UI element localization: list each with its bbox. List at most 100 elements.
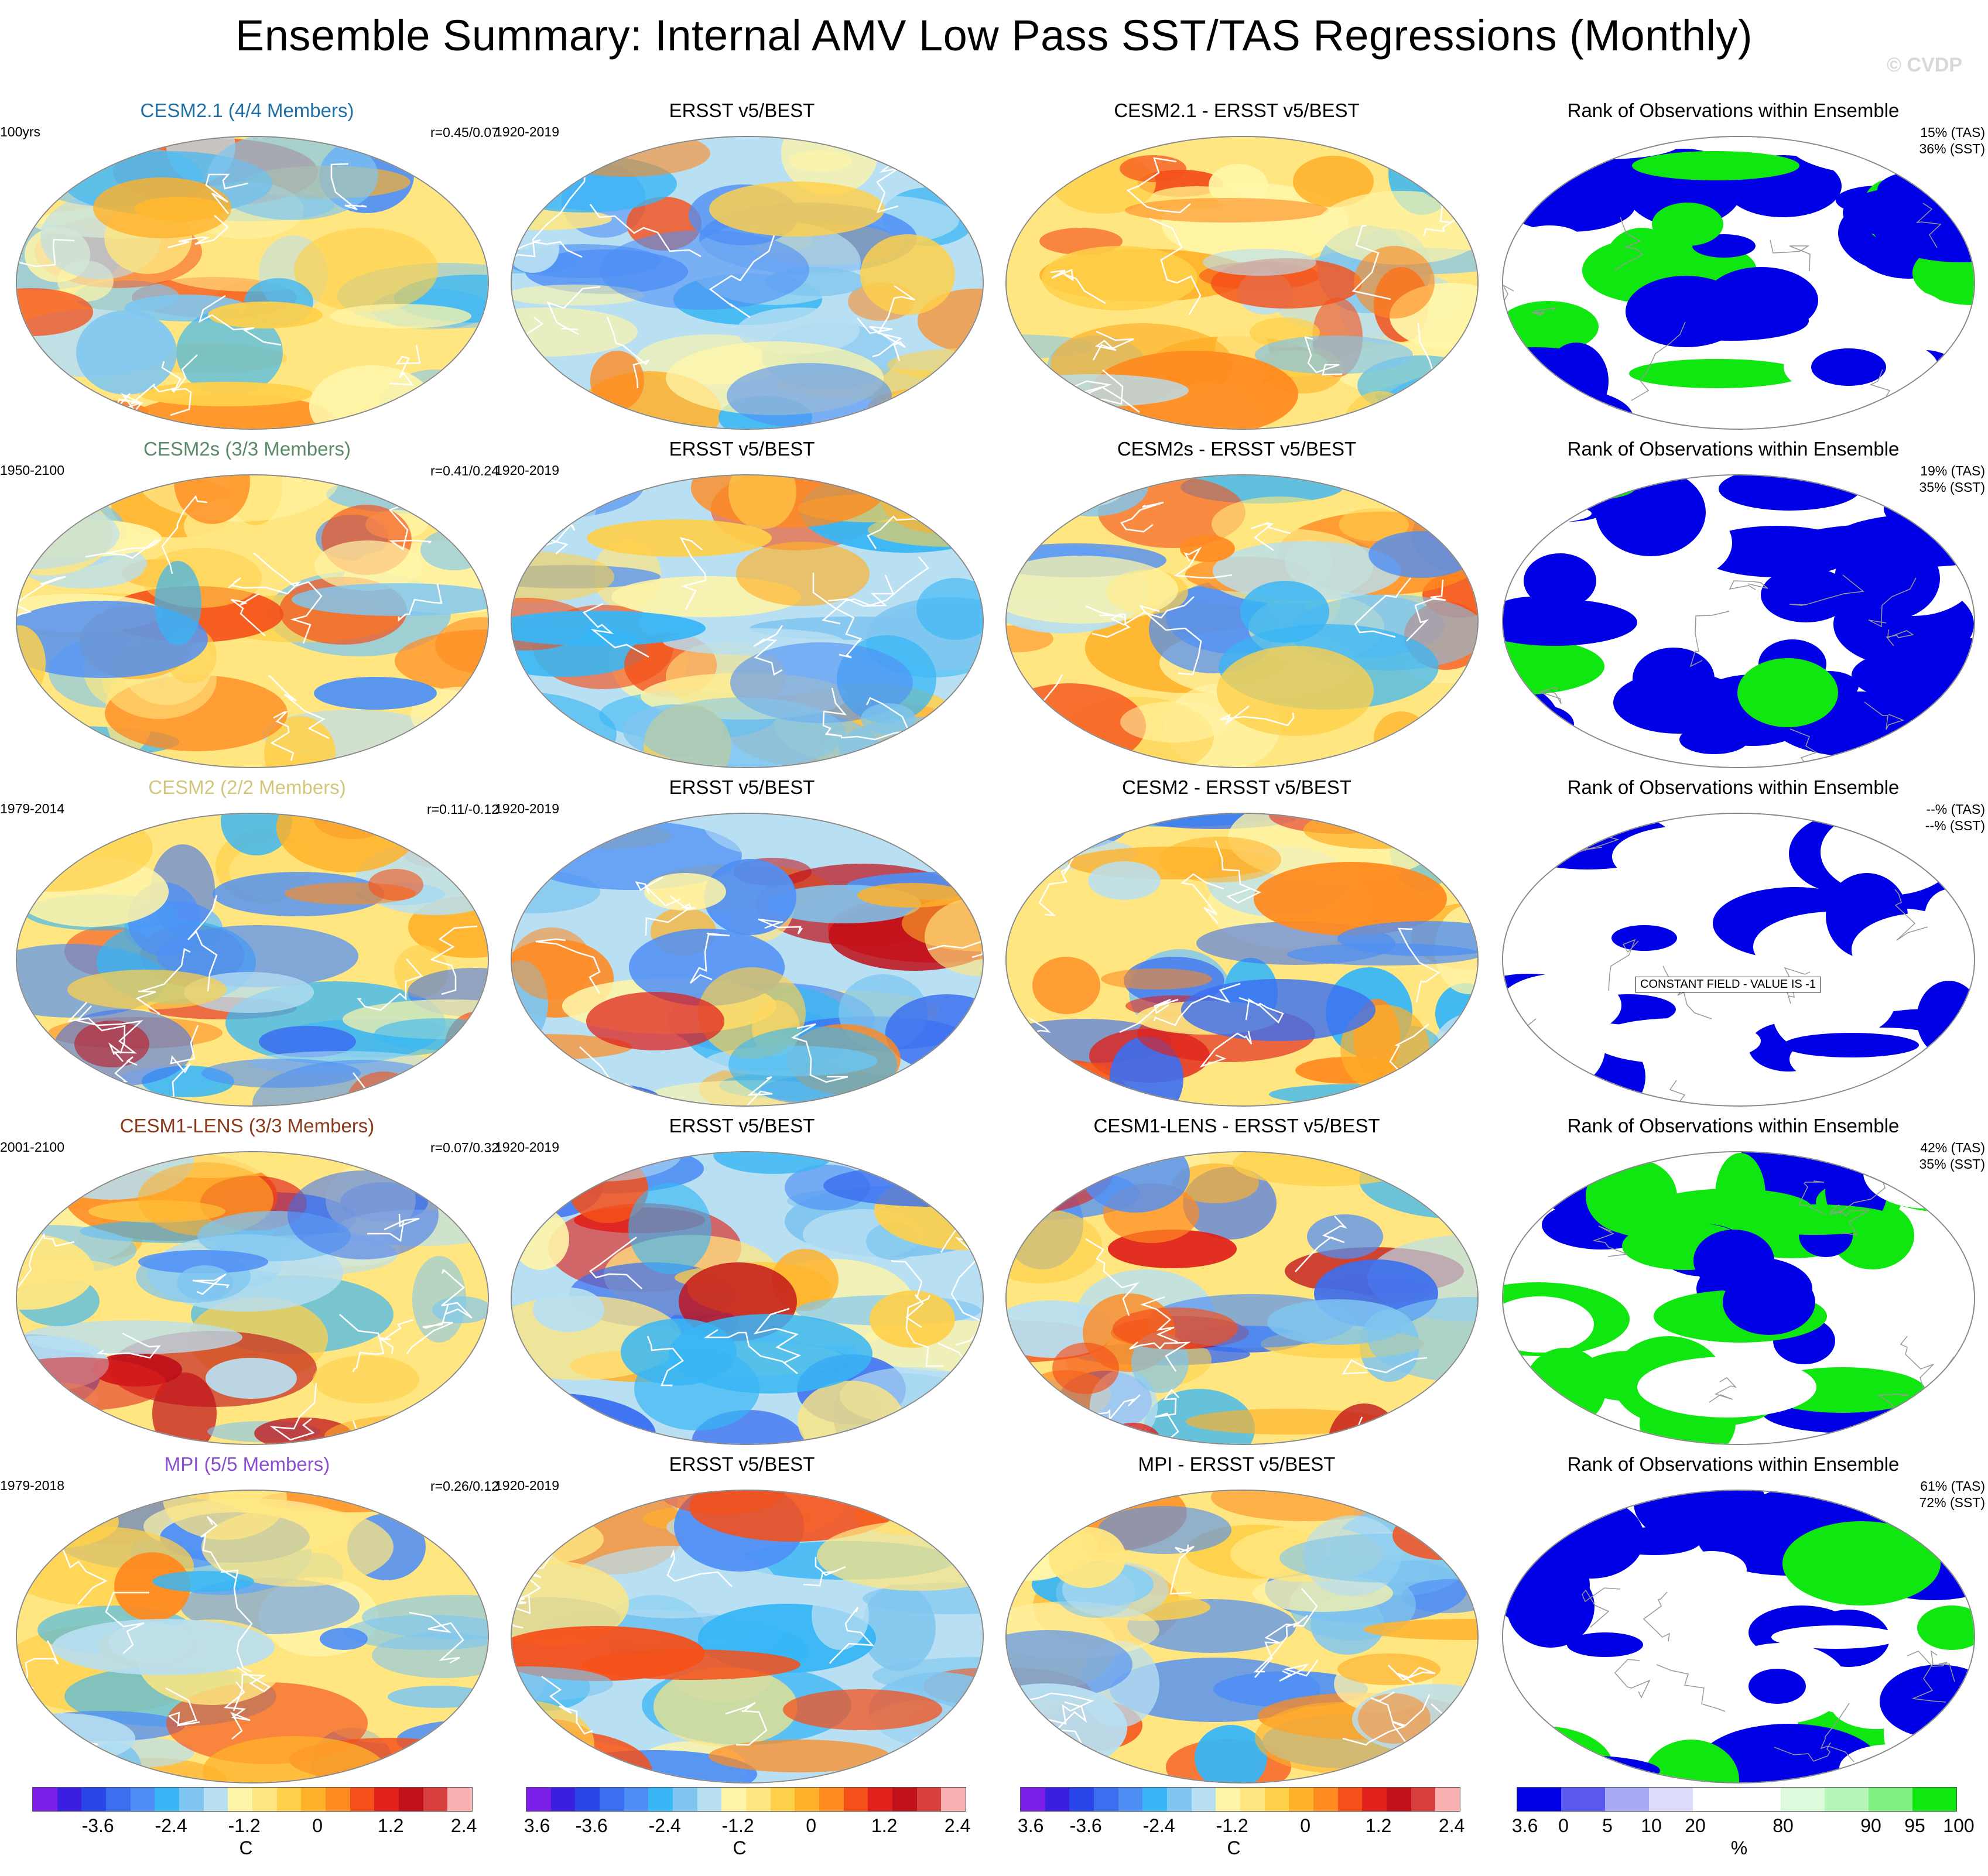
colorbar-tick-label: 0 [312, 1815, 323, 1836]
model-map [16, 136, 489, 430]
temp-colorbar-swatch [550, 1788, 576, 1811]
temp-colorbar-diff [1020, 1787, 1460, 1812]
temp-colorbar-swatch [1142, 1788, 1167, 1811]
temp-colorbar-swatch [1191, 1788, 1216, 1811]
temp-colorbar-swatch [892, 1788, 917, 1811]
rank-colorbar-swatch [1781, 1788, 1825, 1811]
temp-colorbar-swatch [599, 1788, 624, 1811]
temp-colorbar-swatch [697, 1788, 722, 1811]
obs-map [511, 136, 984, 430]
model-panel-title: CESM1-LENS (3/3 Members) [119, 1115, 375, 1136]
temp-colorbar-swatch [423, 1788, 448, 1811]
obs-panel-title: ERSST v5/BEST [669, 1453, 815, 1475]
temp-colorbar-swatch [1045, 1788, 1070, 1811]
temp-colorbar-swatch [1386, 1788, 1411, 1811]
panel-obs-row4: ERSST v5/BEST 1920-2019 [495, 1115, 984, 1453]
colorbar-tick-label: 3.6 [1017, 1815, 1044, 1836]
temp-colorbar-swatch [1166, 1788, 1192, 1811]
temp-colorbar-swatch [1313, 1788, 1338, 1811]
panel-rank-row4: Rank of Observations within Ensemble 42% … [1493, 1115, 1985, 1453]
temp-colorbar-swatch [350, 1788, 375, 1811]
temp-colorbar-swatch [57, 1788, 82, 1811]
obs-panel-title: ERSST v5/BEST [669, 1115, 815, 1136]
temp-colorbar-swatch [105, 1788, 131, 1811]
panel-rank-row2: Rank of Observations within Ensemble 19% … [1493, 438, 1985, 776]
temp-colorbar-swatch [721, 1788, 746, 1811]
temp-colorbar-swatch [1216, 1788, 1240, 1811]
colorbar-tick-label: 2.4 [1438, 1815, 1465, 1836]
colorbar-tick-label: -1.2 [228, 1815, 261, 1836]
temp-colorbar-swatch [941, 1788, 966, 1811]
diff-panel-title: CESM2.1 - ERSST v5/BEST [1114, 100, 1360, 121]
model-panel-title: CESM2s (3/3 Members) [143, 438, 351, 460]
obs-panel-title: ERSST v5/BEST [669, 776, 815, 798]
colorbar-tick-label: 0 [806, 1815, 817, 1836]
temp-colorbar-swatch [1435, 1788, 1460, 1811]
colorbar-unit: C [239, 1837, 253, 1858]
temp-colorbar-swatch [526, 1788, 551, 1811]
obs-panel-title: ERSST v5/BEST [669, 100, 815, 121]
diff-map [1005, 813, 1479, 1107]
colorbar-tick-label: 10 [1641, 1815, 1662, 1836]
temp-colorbar-swatch [276, 1788, 302, 1811]
panel-obs-row1: ERSST v5/BEST 1920-2019 [495, 100, 984, 438]
rank-panel-title: Rank of Observations within Ensemble [1567, 100, 1900, 121]
colorbar-unit: % [1730, 1837, 1748, 1858]
temp-colorbar-swatch [325, 1788, 350, 1811]
temp-colorbar-swatch [575, 1788, 600, 1811]
model-panel-title: CESM2.1 (4/4 Members) [140, 100, 354, 121]
colorbar-tick-label: 0 [1558, 1815, 1569, 1836]
diff-panel-title: CESM1-LENS - ERSST v5/BEST [1093, 1115, 1380, 1136]
temp-colorbar-swatch [1289, 1788, 1313, 1811]
rank-colorbar-swatch [1912, 1788, 1956, 1811]
temp-colorbar-swatch [843, 1788, 868, 1811]
panel-model-row4: CESM1-LENS (3/3 Members) 2001-2100 r=0.07/… [0, 1115, 499, 1453]
temp-colorbar-swatch [916, 1788, 942, 1811]
colorbar-tick-label: -2.4 [1142, 1815, 1175, 1836]
obs-panel-title: ERSST v5/BEST [669, 438, 815, 460]
model-map [16, 1151, 489, 1445]
temp-colorbar-swatch [1118, 1788, 1143, 1811]
obs-map [511, 1490, 984, 1783]
diff-map [1005, 1151, 1479, 1445]
panel-model-row1: CESM2.1 (4/4 Members) 100yrs r=0.45/0.07 [0, 100, 499, 438]
temp-colorbar-swatch [252, 1788, 277, 1811]
rank-colorbar [1517, 1787, 1957, 1812]
colorbar-unit: C [1227, 1837, 1241, 1858]
temp-colorbar-swatch [672, 1788, 697, 1811]
model-period: 1950-2100 [0, 463, 64, 478]
temp-colorbar-swatch [1069, 1788, 1094, 1811]
temp-colorbar-swatch [398, 1788, 423, 1811]
temp-colorbar-swatch [624, 1788, 649, 1811]
temp-colorbar-model [32, 1787, 473, 1812]
panel-obs-row2: ERSST v5/BEST 1920-2019 [495, 438, 984, 776]
temp-colorbar-swatch [301, 1788, 326, 1811]
panel-rank-row5: Rank of Observations within Ensemble 61% … [1493, 1453, 1985, 1792]
temp-colorbar-swatch [1021, 1788, 1045, 1811]
panel-obs-row5: ERSST v5/BEST 1920-2019 [495, 1453, 984, 1792]
colorbar-tick-label: 2.4 [944, 1815, 971, 1836]
panel-diff-row3: CESM2 - ERSST v5/BEST [997, 776, 1479, 1115]
colorbar-tick-label: -1.2 [721, 1815, 754, 1836]
temp-colorbar-swatch [868, 1788, 892, 1811]
colorbar-tick-label: 3.6 [523, 1815, 550, 1836]
obs-period: 1920-2019 [495, 801, 559, 816]
rank-panel-title: Rank of Observations within Ensemble [1567, 438, 1900, 460]
rank-colorbar-swatch [1561, 1788, 1605, 1811]
temp-colorbar-swatch [1240, 1788, 1265, 1811]
rank-map [1502, 136, 1975, 430]
colorbar-tick-label: 20 [1685, 1815, 1706, 1836]
rank-map [1502, 1151, 1975, 1445]
temp-colorbar-swatch [81, 1788, 106, 1811]
obs-period: 1920-2019 [495, 1478, 559, 1493]
rank-colorbar-swatch [1517, 1788, 1561, 1811]
panel-diff-row5: MPI - ERSST v5/BEST [997, 1453, 1479, 1792]
colorbar-tick-label: -1.2 [1216, 1815, 1248, 1836]
colorbar-tick-label: 90 [1860, 1815, 1881, 1836]
rank-colorbar-swatch [1825, 1788, 1869, 1811]
colorbar-tick-label: 1.2 [377, 1815, 404, 1836]
temp-colorbar-swatch [745, 1788, 771, 1811]
panel-obs-row3: ERSST v5/BEST 1920-2019 [495, 776, 984, 1115]
rank-panel-title: Rank of Observations within Ensemble [1567, 776, 1900, 798]
temp-colorbar-swatch [130, 1788, 155, 1811]
